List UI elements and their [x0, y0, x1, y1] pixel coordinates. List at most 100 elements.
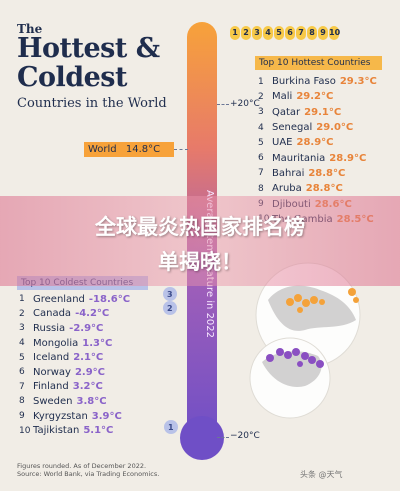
banner-line-2: 单揭晓！ [158, 250, 242, 274]
rank-number: 2 [19, 308, 25, 319]
page-subtitle: Countries in the World [17, 96, 167, 111]
rank-marker: 4 [263, 26, 273, 40]
coldest-row: 4 Mongolia 1.3°C [19, 336, 130, 351]
hottest-row: 1 Burkina Faso 29.3°C [258, 74, 377, 89]
coldest-row: 6 Norway 2.9°C [19, 365, 130, 380]
hottest-row: 3 Qatar 29.1°C [258, 105, 377, 120]
country-name: Senegal [272, 122, 313, 134]
promo-banner [0, 196, 400, 286]
country-name: Norway [33, 366, 71, 378]
banner-line-1: 全球最炎热国家排名榜 [95, 215, 305, 239]
country-name: Greenland [33, 293, 85, 305]
temperature-value: 29.3°C [339, 76, 377, 88]
temperature-value: -18.6°C [88, 293, 131, 305]
top-tick-label: +20°C [230, 99, 260, 109]
temperature-value: 28.8°C [305, 183, 343, 195]
country-name: Russia [33, 322, 66, 334]
rank-number: 8 [19, 396, 25, 407]
rank-number: 5 [19, 352, 25, 363]
temperature-value: 2.1°C [73, 352, 104, 364]
world-tick-line [174, 149, 188, 151]
coldest-row: 8 Sweden 3.8°C [19, 394, 130, 409]
coldest-list: 1 Greenland -18.6°C 2 Canada -4.2°C 3 Russia -2.… [19, 292, 130, 438]
rank-marker: 3 [252, 26, 262, 40]
world-average-tag: World 14.8°C [84, 142, 174, 157]
footnote-line-2: Source: World Bank, via Trading Economic… [17, 470, 160, 478]
world-label: World [88, 144, 117, 155]
svg-text:1: 1 [168, 423, 174, 432]
rank-marker: 1 [230, 26, 240, 40]
rank-number: 7 [258, 168, 264, 179]
coldest-row: 2 Canada -4.2°C [19, 307, 130, 322]
country-name: UAE [272, 137, 293, 149]
cold-country-dots [266, 348, 324, 368]
rank-number: 1 [19, 294, 25, 305]
rank-marker: 8 [307, 26, 317, 40]
rank-number: 7 [19, 381, 25, 392]
title-line-1: Hottest & [17, 33, 160, 64]
rank-number: 8 [258, 183, 264, 194]
coldest-row: 3 Russia -2.9°C [19, 321, 130, 336]
world-value: 14.8°C [125, 144, 161, 155]
rank-number: 6 [258, 153, 264, 164]
country-name: Bahrai [272, 167, 305, 179]
rank-number: 4 [19, 338, 25, 349]
temperature-value: 29.1°C [304, 106, 342, 118]
svg-text:2: 2 [167, 304, 173, 313]
world-map [249, 262, 361, 419]
hottest-row: 2 Mali 29.2°C [258, 89, 377, 104]
hot-country-dots [286, 288, 359, 313]
country-name: Sweden [33, 395, 73, 407]
country-name: Mongolia [33, 337, 79, 349]
tube-markers: 3 2 1 [163, 287, 178, 434]
country-name: Iceland [33, 352, 70, 364]
rank-marker: 2 [241, 26, 251, 40]
hottest-header: Top 10 Hottest Countries [255, 56, 382, 70]
country-name: Kyrgyzstan [33, 410, 88, 422]
temperature-value: 29.0°C [316, 122, 354, 134]
footnote: Figures rounded. As of December 2022. So… [17, 462, 159, 478]
title-line-2: Coldest [17, 62, 127, 93]
rank-marker: 5 [274, 26, 284, 40]
temperature-value: 29.2°C [296, 91, 334, 103]
country-name: Mali [272, 91, 293, 103]
rank-marker: 6 [285, 26, 295, 40]
hottest-row: 6 Mauritania 28.9°C [258, 150, 377, 165]
coldest-row: 5 Iceland 2.1°C [19, 350, 130, 365]
temperature-value: -2.9°C [69, 322, 104, 334]
temperature-value: 28.9°C [296, 137, 334, 149]
coldest-row: 7 Finland 3.2°C [19, 380, 130, 395]
bottom-tick-label: −20°C [230, 431, 260, 441]
rank-markers: 1 2 3 4 5 6 7 8 9 10 [230, 26, 340, 40]
rank-marker: 7 [296, 26, 306, 40]
country-name: Aruba [272, 183, 302, 195]
rank-number: 10 [19, 425, 31, 436]
country-name: Finland [33, 381, 69, 393]
temperature-value: 28.8°C [308, 167, 346, 179]
hottest-row: 5 UAE 28.9°C [258, 135, 377, 150]
footnote-line-1: Figures rounded. As of December 2022. [17, 462, 147, 470]
country-name: Tajikistan [33, 425, 80, 437]
hottest-row: 7 Bahrai 28.8°C [258, 166, 377, 181]
country-name: Mauritania [272, 152, 326, 164]
rank-marker: 10 [329, 26, 340, 40]
country-name: Burkina Faso [272, 76, 336, 88]
rank-number: 5 [258, 137, 264, 148]
top-tick-line [217, 104, 229, 106]
rank-number: 3 [258, 107, 264, 118]
rank-number: 6 [19, 367, 25, 378]
bottom-tick-line [217, 437, 229, 439]
rank-number: 4 [258, 122, 264, 133]
coldest-row: 1 Greenland -18.6°C [19, 292, 130, 307]
svg-text:3: 3 [167, 290, 173, 299]
temperature-value: 3.8°C [76, 395, 107, 407]
temperature-value: 28.9°C [329, 152, 367, 164]
rank-number: 1 [258, 76, 264, 87]
rank-number: 9 [19, 411, 25, 422]
rank-number: 3 [19, 323, 25, 334]
hottest-row: 4 Senegal 29.0°C [258, 120, 377, 135]
thermometer-bulb [180, 416, 224, 460]
rank-marker: 9 [318, 26, 328, 40]
coldest-row: 10 Tajikistan 5.1°C [19, 423, 130, 438]
temperature-value: 2.9°C [74, 366, 105, 378]
